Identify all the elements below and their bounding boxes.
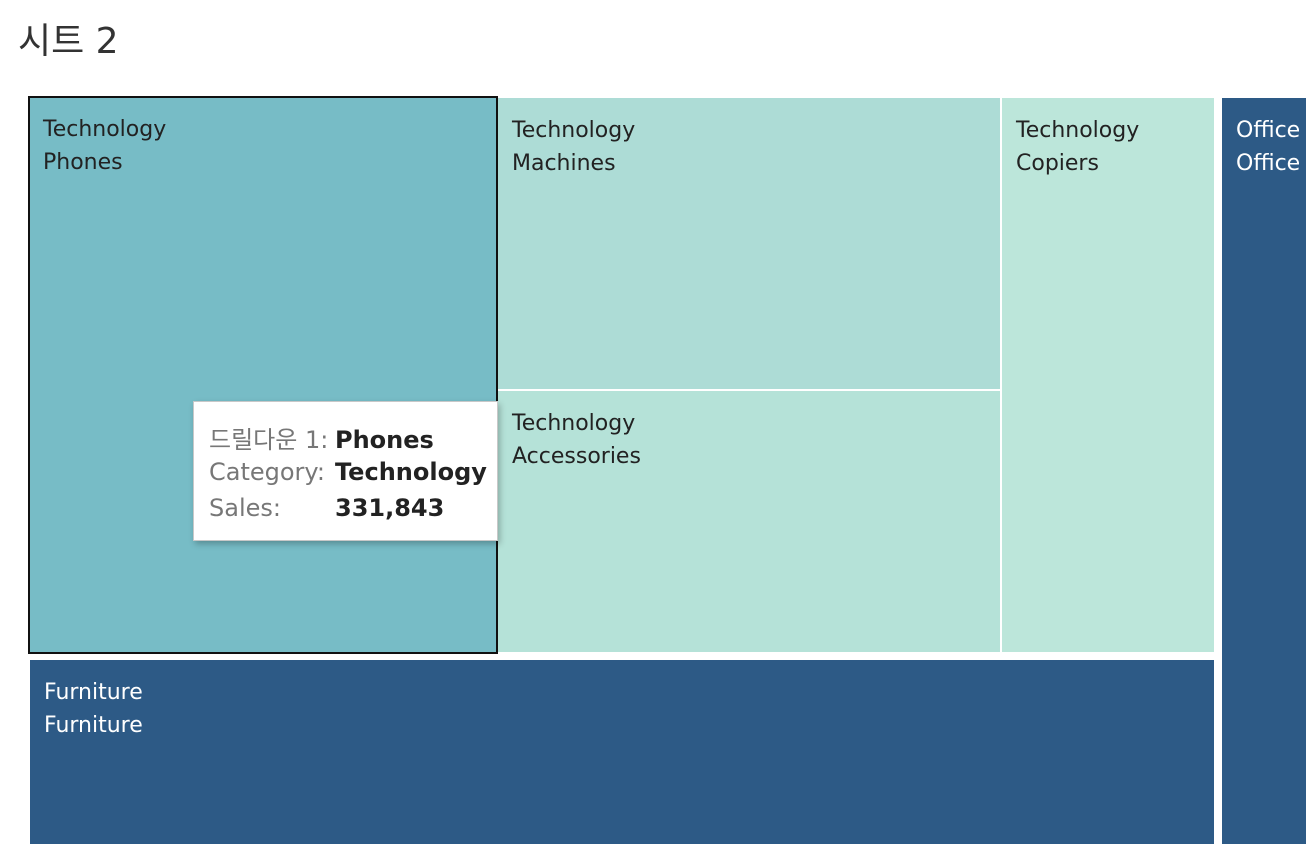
tile-label: Technology Phones	[43, 113, 166, 179]
tile-category-text: Office	[1236, 118, 1301, 143]
tile-category-text: Furniture	[44, 680, 143, 705]
tile-name-text: Furniture	[44, 713, 143, 738]
tile-label: Furniture Furniture	[44, 676, 143, 742]
tile-label: Technology Machines	[512, 114, 635, 180]
tile-label: Technology Copiers	[1016, 114, 1139, 180]
tile-technology-machines[interactable]: Technology Machines	[498, 98, 1000, 389]
tile-technology-accessories[interactable]: Technology Accessories	[498, 391, 1000, 652]
tile-office-office[interactable]: Office Office	[1222, 98, 1306, 844]
tooltip: 드릴다운 1: Phones Category: Technology Sales:…	[193, 401, 498, 541]
tile-category-text: Technology	[512, 411, 636, 436]
tile-category-text: Technology	[43, 117, 167, 142]
tile-category-text: Technology	[1016, 118, 1140, 143]
tooltip-row-drilldown: 드릴다운 1: Phones	[209, 420, 434, 455]
tile-label: Office Office	[1236, 114, 1300, 180]
tile-furniture-furniture[interactable]: Furniture Furniture	[30, 660, 1214, 844]
tile-name-text: Machines	[512, 151, 616, 176]
tooltip-key: Category:	[209, 458, 325, 486]
tile-name-text: Accessories	[512, 444, 641, 469]
tooltip-row-sales: Sales: 331,843	[209, 494, 444, 522]
tile-name-text: Phones	[43, 150, 123, 175]
tooltip-value: 331,843	[335, 494, 445, 522]
tooltip-value: Phones	[335, 426, 434, 454]
tile-technology-phones[interactable]: Technology Phones	[28, 96, 498, 654]
tooltip-key: 드릴다운 1:	[209, 426, 329, 454]
tile-name-text: Copiers	[1016, 151, 1099, 176]
sheet-title: 시트 2	[18, 21, 119, 62]
tooltip-value: Technology	[335, 458, 487, 486]
tile-category-text: Technology	[512, 118, 636, 143]
tile-name-text: Office	[1236, 151, 1301, 176]
tooltip-row-category: Category: Technology	[209, 458, 487, 486]
tooltip-key: Sales:	[209, 494, 281, 522]
tile-label: Technology Accessories	[512, 407, 641, 473]
tile-technology-copiers[interactable]: Technology Copiers	[1002, 98, 1214, 652]
